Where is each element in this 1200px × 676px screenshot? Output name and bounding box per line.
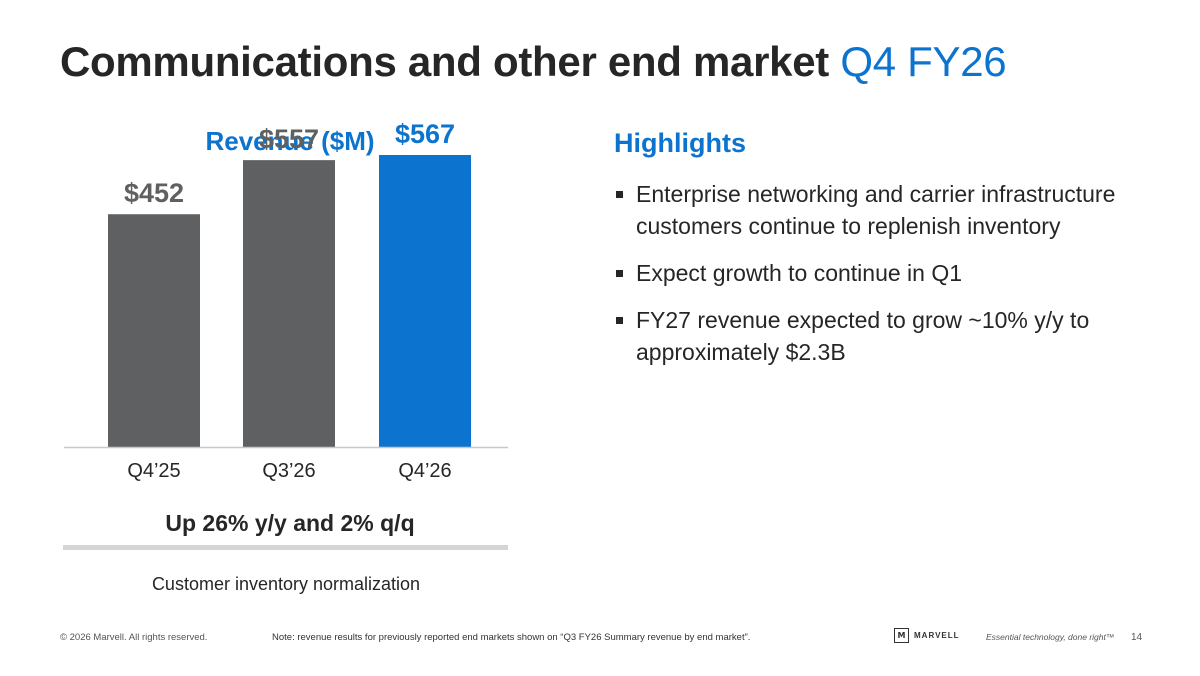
summary-note: Customer inventory normalization bbox=[151, 574, 421, 594]
page-number: 14 bbox=[1131, 632, 1143, 643]
bar-3 bbox=[379, 154, 471, 447]
highlight-item: FY27 revenue expected to grow ~10% y/y t… bbox=[614, 304, 1134, 368]
category-label: Q4’25 bbox=[127, 460, 180, 482]
highlights-heading: Highlights bbox=[614, 128, 746, 158]
chart-title: Revenue ($M) bbox=[205, 126, 375, 156]
slide-title-accent: Q4 FY26 bbox=[840, 38, 1007, 85]
highlights-list: Enterprise networking and carrier infras… bbox=[614, 178, 1134, 383]
category-label: Q3’26 bbox=[262, 460, 315, 482]
marvell-logo-text: MARVELL bbox=[914, 631, 960, 640]
growth-summary: Up 26% y/y and 2% q/q bbox=[165, 510, 415, 536]
bar-1 bbox=[108, 214, 200, 447]
footer-tagline: Essential technology, done right™ bbox=[986, 632, 1115, 642]
highlight-item: Expect growth to continue in Q1 bbox=[614, 257, 1134, 289]
bullet-square-icon bbox=[616, 191, 623, 198]
bar-value-label: $567 bbox=[395, 119, 455, 149]
footer-note: Note: revenue results for previously rep… bbox=[272, 632, 751, 643]
slide-title-main: Communications and other end market bbox=[60, 38, 829, 85]
slide-title: Communications and other end market Q4 F… bbox=[60, 38, 1007, 86]
bullet-square-icon bbox=[616, 317, 623, 324]
highlight-text: FY27 revenue expected to grow ~10% y/y t… bbox=[636, 307, 1090, 365]
highlight-text: Enterprise networking and carrier infras… bbox=[636, 181, 1116, 239]
bar-value-label: $452 bbox=[124, 178, 184, 208]
category-label: Q4’26 bbox=[398, 460, 451, 482]
marvell-logo-icon: M bbox=[894, 628, 909, 643]
highlight-item: Enterprise networking and carrier infras… bbox=[614, 178, 1134, 242]
bar-value-label: $557 bbox=[259, 124, 319, 154]
marvell-logo: M MARVELL bbox=[894, 628, 960, 643]
bullet-square-icon bbox=[616, 270, 623, 277]
bar-2 bbox=[243, 160, 335, 447]
highlight-text: Expect growth to continue in Q1 bbox=[636, 260, 963, 286]
summary-divider bbox=[63, 545, 508, 550]
footer-copyright: © 2026 Marvell. All rights reserved. bbox=[60, 632, 208, 643]
